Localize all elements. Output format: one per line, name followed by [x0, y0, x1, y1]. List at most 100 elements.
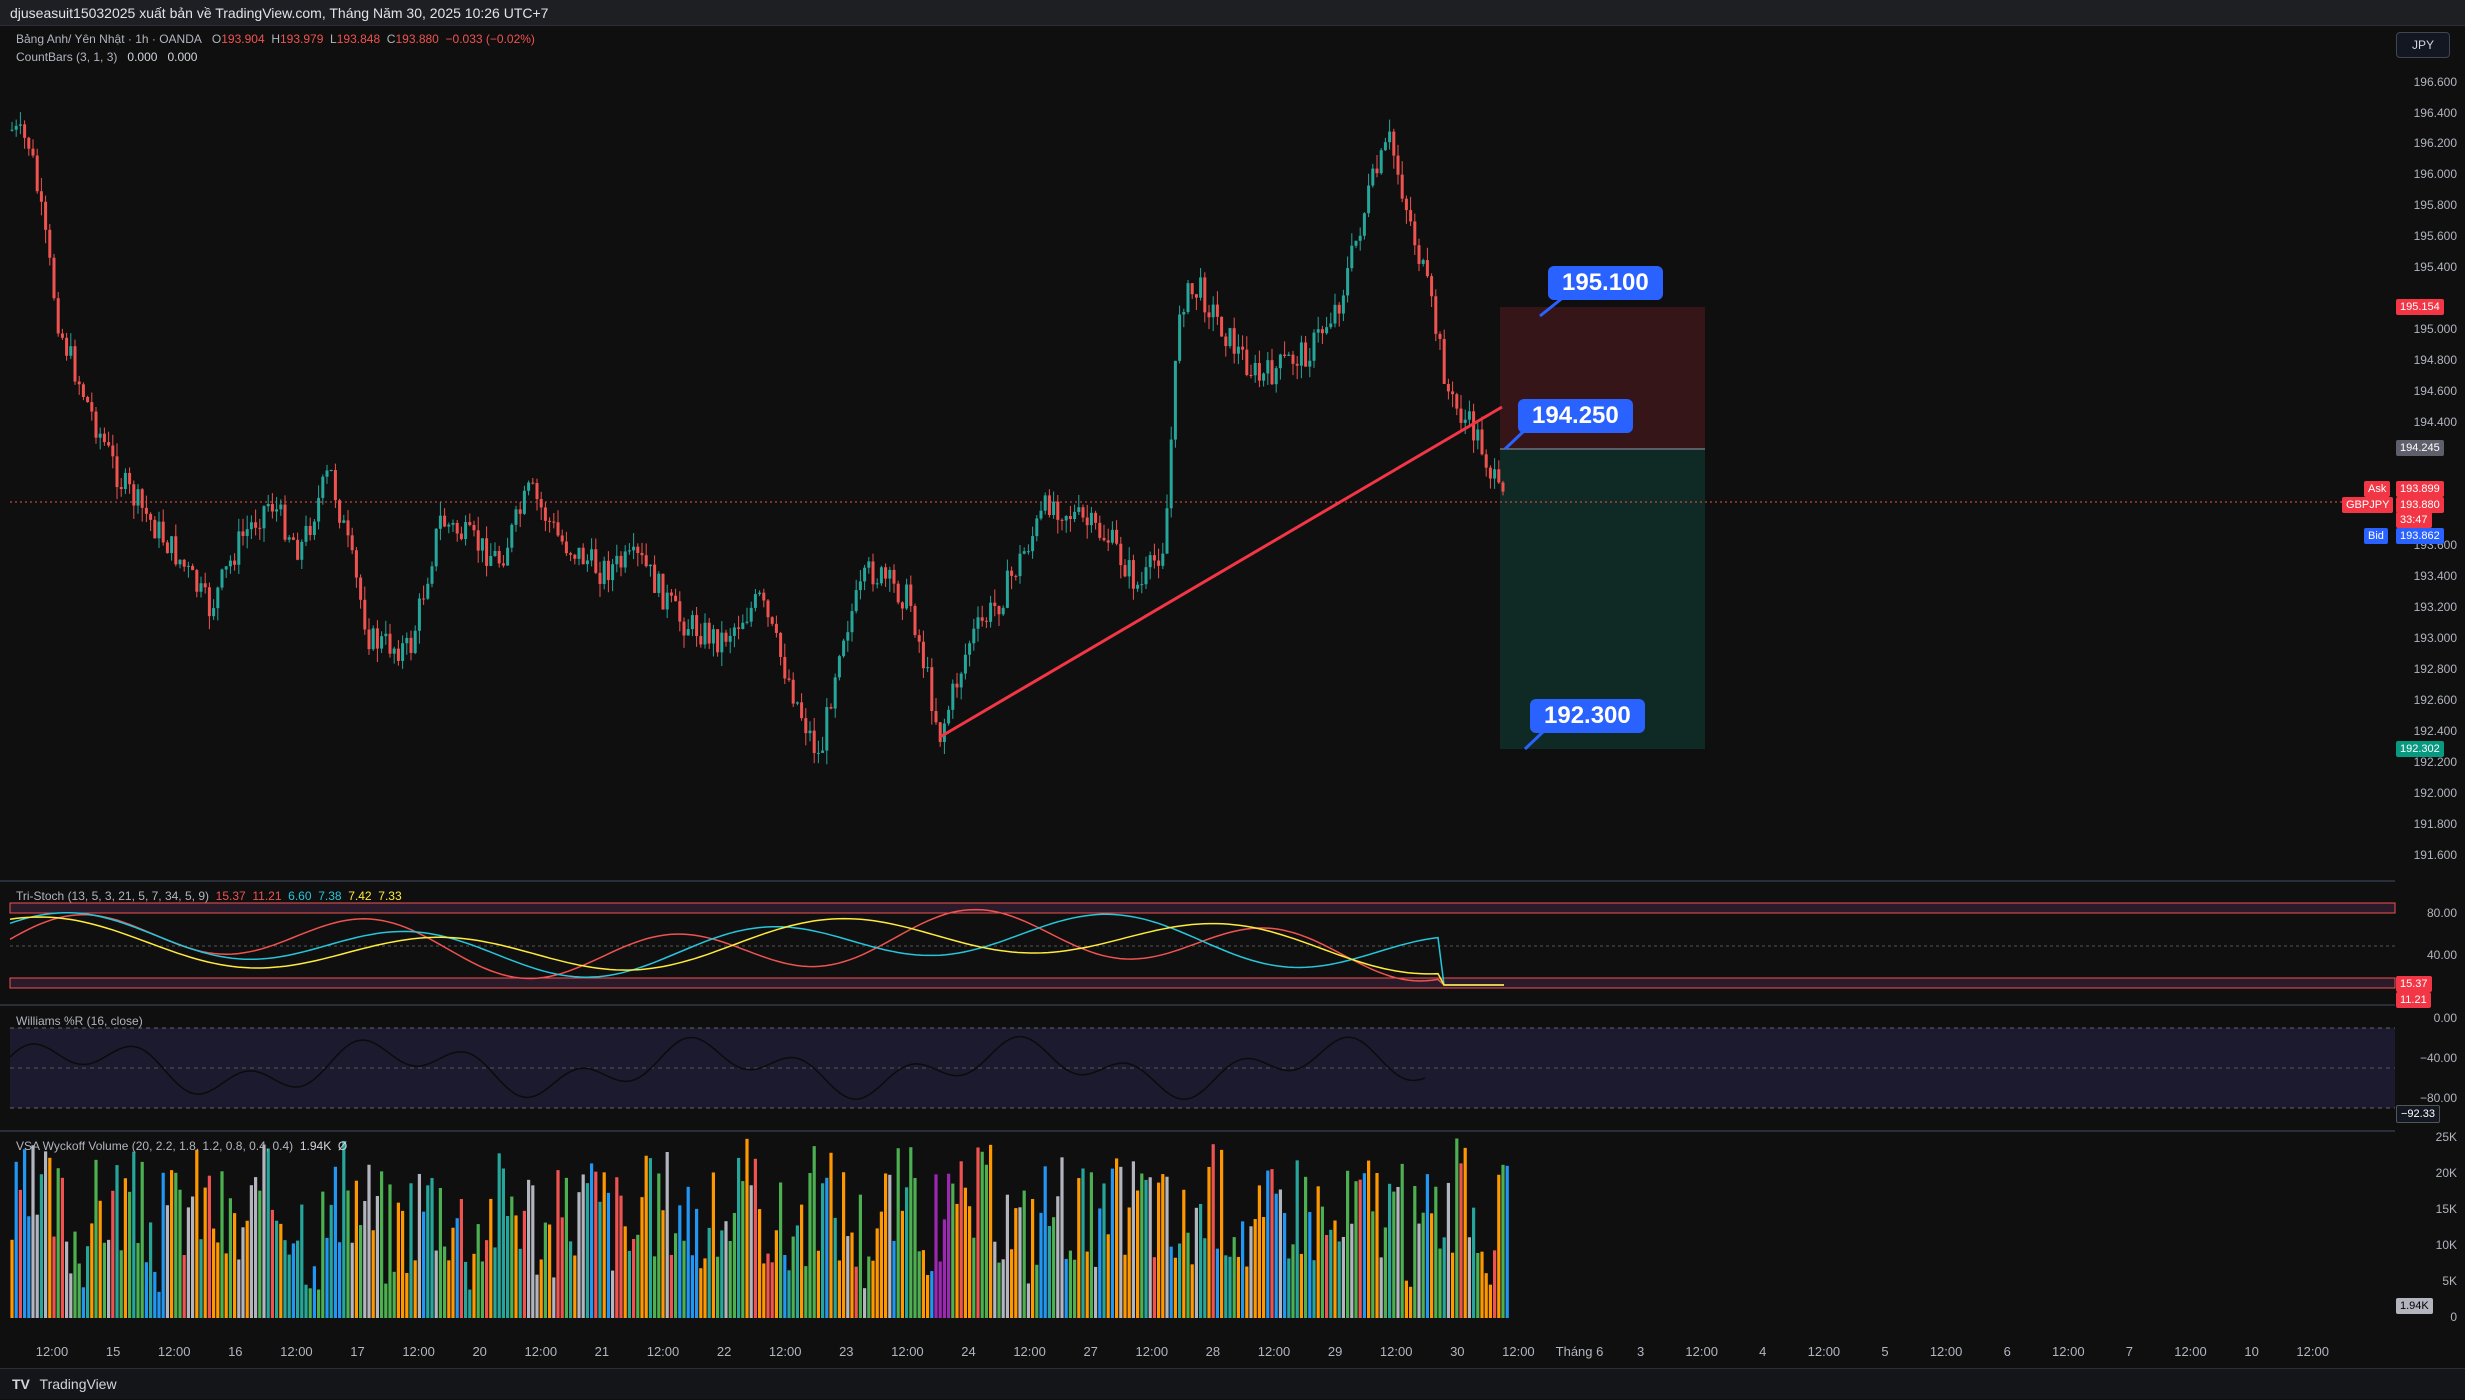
time-tick: 10	[2244, 1344, 2259, 1359]
volume-bar	[1392, 1191, 1396, 1318]
candle-body	[338, 500, 342, 523]
volume-bar	[1312, 1260, 1316, 1318]
candle-body	[417, 598, 421, 631]
volume-bar	[312, 1266, 316, 1318]
candle-body	[18, 124, 22, 126]
candle-body	[1337, 304, 1341, 314]
volume-bar	[984, 1164, 988, 1318]
volume-bar	[1413, 1186, 1417, 1318]
candle-body	[56, 298, 60, 334]
volume-bar	[186, 1207, 190, 1318]
volume-tick: 20K	[2435, 1166, 2457, 1180]
candle-body	[577, 547, 581, 559]
volume-bar	[1388, 1183, 1392, 1318]
candle-body	[1106, 540, 1110, 543]
candle-body	[1434, 296, 1438, 334]
volume-bar	[1136, 1190, 1140, 1318]
time-tick: 12:00	[157, 1344, 191, 1359]
volume-bar	[191, 1196, 195, 1318]
volume-bar	[464, 1261, 468, 1318]
trend-line[interactable]	[939, 405, 1503, 739]
candle-body	[1354, 240, 1358, 246]
target-price-label[interactable]: 192.300	[1530, 699, 1645, 733]
candle-body	[606, 560, 610, 581]
volume-bar	[867, 1256, 871, 1318]
price-tick: 196.000	[2413, 167, 2457, 181]
candle-body	[1333, 304, 1337, 324]
candle-body	[178, 559, 182, 565]
time-tick: 12:00	[1807, 1344, 1841, 1359]
volume-bar	[1005, 1194, 1009, 1318]
time-axis[interactable]: 12:00 15 12:00 16 12:00 17 12:00 20 12:00 21 12:00…	[0, 1336, 2395, 1366]
volume-bar	[153, 1271, 157, 1318]
candle-body	[283, 504, 287, 540]
volume-bar	[552, 1277, 556, 1318]
candle-body	[1178, 314, 1182, 361]
candle-body	[161, 521, 165, 543]
volume-bar	[703, 1258, 707, 1318]
pane-separator-1[interactable]	[0, 880, 2395, 882]
volume-bar	[917, 1251, 921, 1318]
candle-body	[833, 677, 837, 709]
volume-bar	[1232, 1237, 1236, 1318]
volume-bar	[1043, 1166, 1047, 1318]
stop-price-label[interactable]: 195.100	[1548, 266, 1663, 300]
volume-bar	[921, 1250, 925, 1318]
candle-body	[1236, 346, 1240, 354]
tristoch-legend: Tri-Stoch (13, 5, 3, 21, 5, 7, 34, 5, 9)…	[16, 889, 402, 903]
candle-body	[170, 536, 174, 554]
volume-bar	[346, 1190, 350, 1318]
entry-price-label[interactable]: 194.250	[1518, 399, 1633, 433]
volume-bar	[837, 1260, 841, 1318]
tradingview-logo-icon: TV	[12, 1376, 30, 1392]
pane-separator-2[interactable]	[0, 1004, 2395, 1006]
volume-bar	[501, 1168, 505, 1318]
time-tick: 27	[1083, 1344, 1098, 1359]
candle-body	[585, 560, 589, 565]
time-tick: 12:00	[280, 1344, 313, 1359]
volume-bar	[1249, 1226, 1253, 1318]
candle-body	[1253, 363, 1257, 376]
volume-bar	[254, 1177, 258, 1318]
candle-body	[720, 632, 724, 653]
volume-bar	[1073, 1259, 1077, 1318]
pane-separator-3[interactable]	[0, 1130, 2395, 1132]
volume-bar	[1098, 1208, 1102, 1318]
candle-body	[216, 587, 220, 609]
price-axis[interactable]: 196.600 196.400 196.200 196.000 195.800 …	[2395, 26, 2465, 1331]
vsa-value: 1.94K	[299, 1139, 332, 1153]
volume-bars	[10, 1138, 1509, 1318]
volume-tick: 10K	[2435, 1238, 2457, 1252]
candle-body	[140, 489, 144, 508]
candle-body	[573, 554, 577, 559]
volume-bar	[39, 1174, 43, 1318]
last-price-tag: 193.880	[2396, 497, 2444, 513]
candle-body	[779, 632, 783, 657]
volume-bar	[1501, 1164, 1505, 1318]
candle-body	[86, 396, 90, 403]
volume-bar	[804, 1266, 808, 1318]
candle-body	[1043, 495, 1047, 511]
volume-bar	[1262, 1217, 1266, 1318]
candle-body	[1451, 391, 1455, 395]
volume-bar	[573, 1255, 577, 1318]
volume-bar	[808, 1172, 812, 1318]
time-tick: 12:00	[402, 1344, 435, 1359]
volume-bar	[115, 1165, 119, 1318]
candle-body	[144, 507, 148, 514]
currency-button[interactable]: JPY	[2396, 32, 2450, 58]
volume-bar	[1010, 1249, 1014, 1318]
candle-body	[791, 679, 795, 704]
candle-body	[1472, 411, 1476, 441]
volume-bar	[443, 1246, 447, 1318]
candle-body	[640, 552, 644, 556]
time-tick: 12:00	[1685, 1344, 1718, 1359]
volume-bar	[724, 1221, 728, 1318]
price-tick: 194.600	[2413, 384, 2457, 398]
candle-body	[1249, 374, 1253, 376]
candle-body	[741, 622, 745, 629]
candle-body	[472, 524, 476, 531]
symbol-name: Bảng Anh/ Yên Nhật · 1h · OANDA	[16, 32, 202, 46]
volume-tick: 15K	[2435, 1202, 2457, 1216]
